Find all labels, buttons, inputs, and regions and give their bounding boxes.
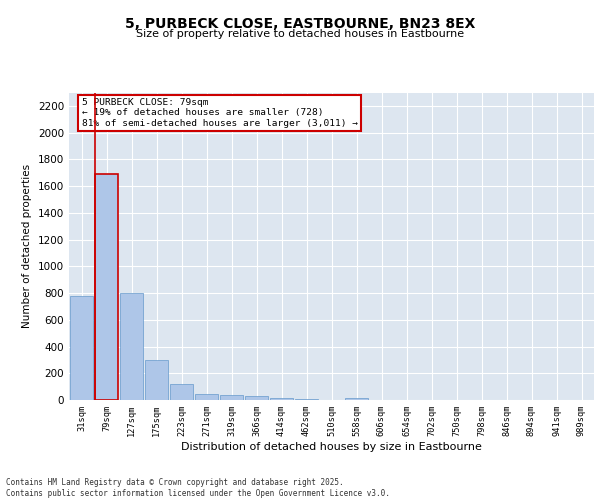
Bar <box>145 360 169 400</box>
Text: 5 PURBECK CLOSE: 79sqm
← 19% of detached houses are smaller (728)
81% of semi-de: 5 PURBECK CLOSE: 79sqm ← 19% of detached… <box>82 98 358 128</box>
Text: Contains HM Land Registry data © Crown copyright and database right 2025.
Contai: Contains HM Land Registry data © Crown c… <box>6 478 390 498</box>
Bar <box>170 384 193 400</box>
Bar <box>119 293 143 400</box>
Bar <box>220 395 244 400</box>
Bar <box>70 296 94 400</box>
Text: 5, PURBECK CLOSE, EASTBOURNE, BN23 8EX: 5, PURBECK CLOSE, EASTBOURNE, BN23 8EX <box>125 18 475 32</box>
Y-axis label: Number of detached properties: Number of detached properties <box>22 164 32 328</box>
Bar <box>344 398 368 400</box>
Bar <box>245 396 268 400</box>
Text: Size of property relative to detached houses in Eastbourne: Size of property relative to detached ho… <box>136 29 464 39</box>
X-axis label: Distribution of detached houses by size in Eastbourne: Distribution of detached houses by size … <box>181 442 482 452</box>
Bar <box>95 174 118 400</box>
Bar <box>194 394 218 400</box>
Bar <box>269 398 293 400</box>
